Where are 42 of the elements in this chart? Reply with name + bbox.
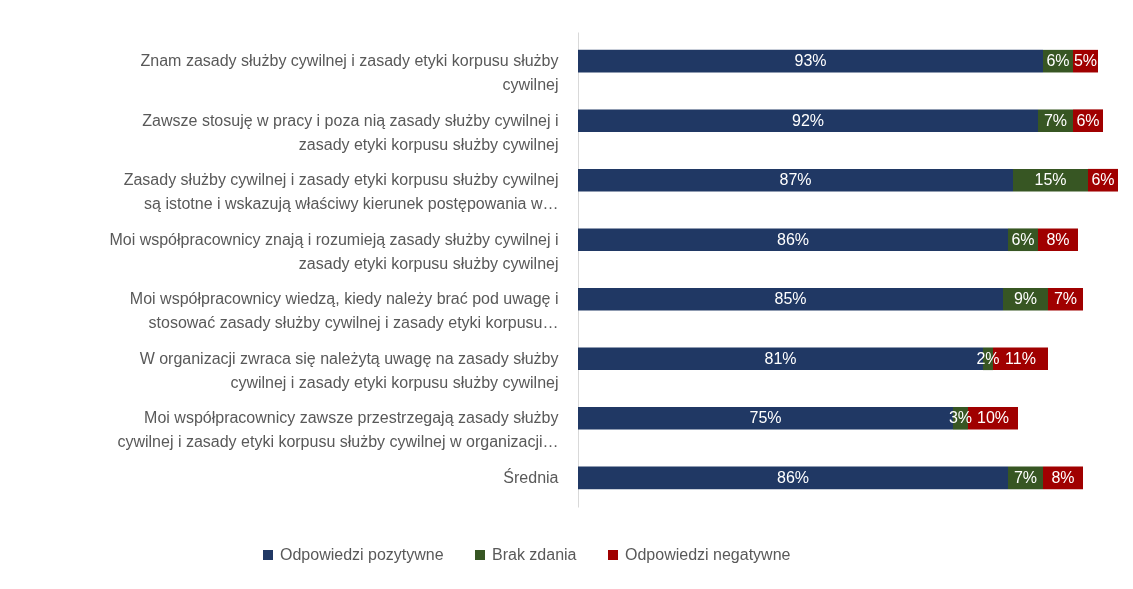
y-tick-label: Zasady służby cywilnej i zasady etyki korpusu służby cywilnej są istotne i wskazują właściwy kierunek postępowania w… bbox=[123, 171, 559, 213]
data-label: 2% bbox=[976, 349, 1000, 367]
data-label: 86% bbox=[776, 230, 810, 248]
data-label: 10% bbox=[976, 409, 1010, 427]
data-label: 3% bbox=[948, 409, 973, 427]
data-label: 8% bbox=[1046, 230, 1070, 248]
data-label: 75% bbox=[749, 409, 782, 427]
y-tick-label: Zawsze stosuję w pracy i poza nią zasady służby cywilnej i zasady etyki korpusu służby cywilnej bbox=[142, 111, 559, 153]
bar bbox=[1013, 168, 1088, 192]
bar bbox=[578, 466, 1008, 490]
y-tick-label: W organizacji zwraca się należytą uwagę na zasady służby cywilnej i zasady etyki korpusu służby cywilnej bbox=[139, 349, 559, 391]
data-label: 7% bbox=[1053, 290, 1078, 308]
data-label: 6% bbox=[1011, 230, 1035, 248]
y-tick-label: Średnia bbox=[503, 467, 559, 486]
data-label: 8% bbox=[1051, 468, 1075, 486]
data-label: 87% bbox=[779, 171, 812, 189]
data-label: 81% bbox=[764, 349, 797, 367]
data-label: 6% bbox=[1046, 52, 1070, 70]
y-tick-label: Znam zasady służby cywilnej i zasady etyki korpusu służby cywilnej bbox=[140, 52, 559, 94]
y-tick-label: Moi współpracownicy znają i rozumieją zasady służby cywilnej i zasady etyki korpusu służby cywilnej bbox=[109, 230, 559, 272]
data-label: 6% bbox=[1076, 111, 1100, 129]
data-label: 7% bbox=[1043, 111, 1068, 129]
bar bbox=[578, 168, 1013, 192]
data-label: 15% bbox=[1034, 171, 1067, 189]
data-label: 92% bbox=[791, 111, 825, 129]
legend-label: Brak zdania bbox=[492, 546, 577, 563]
data-label: 93% bbox=[794, 52, 827, 70]
bar bbox=[578, 109, 1038, 132]
data-label: 6% bbox=[1091, 171, 1115, 189]
legend-label: Odpowiedzi negatywne bbox=[625, 546, 791, 563]
y-tick-label: Moi współpracownicy wiedzą, kiedy należy brać pod uwagę i stosować zasady służby cywilnej i zasady etyki korpusu… bbox=[129, 290, 559, 332]
data-label: 11% bbox=[1005, 349, 1036, 367]
bar bbox=[578, 49, 1043, 73]
y-tick-label: Moi współpracownicy zawsze przestrzegają zasady służby cywilnej i zasady etyki korpusu służby cywilnej w organizacji… bbox=[117, 409, 559, 451]
bar bbox=[578, 287, 1003, 311]
bar bbox=[578, 228, 1008, 252]
data-label: 86% bbox=[776, 468, 810, 486]
data-label: 9% bbox=[1013, 290, 1038, 308]
legend-label: Odpowiedzi pozytywne bbox=[280, 546, 444, 563]
data-label: 5% bbox=[1073, 52, 1098, 70]
data-label: 7% bbox=[1013, 468, 1038, 486]
data-label: 85% bbox=[774, 290, 807, 308]
